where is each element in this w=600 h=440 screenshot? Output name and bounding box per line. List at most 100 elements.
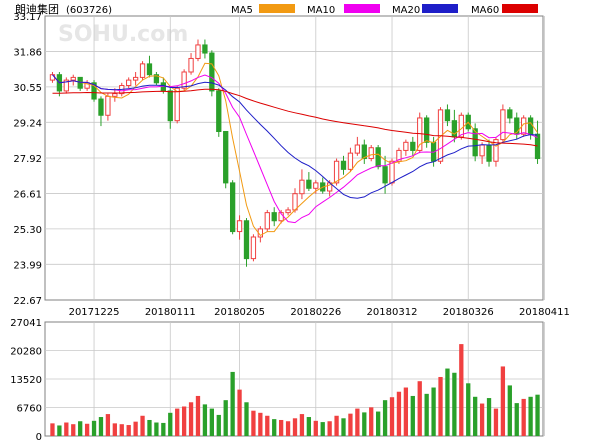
candle-up	[479, 144, 485, 157]
volume-tick-label: 27041	[10, 318, 42, 329]
volume-bar	[376, 411, 381, 436]
candle-up	[236, 220, 243, 233]
volume-tick-label: 6760	[17, 404, 42, 415]
date-tick-label: 20180312	[367, 307, 418, 318]
volume-bar	[285, 421, 291, 436]
volume-bar	[445, 368, 450, 436]
stock-code: (603726)	[66, 5, 112, 16]
volume-bar	[91, 420, 97, 436]
candle-down	[410, 141, 416, 151]
ma20-line	[52, 74, 538, 199]
date-tick-labels: 20171225 20180111 20180205 20180226 20180312…	[69, 307, 570, 318]
candle-up	[49, 74, 56, 81]
legend-ma10-swatch	[344, 4, 380, 13]
candle-up	[396, 149, 402, 162]
candle-down	[271, 212, 277, 222]
legend-ma5-label: MA5	[231, 5, 253, 16]
legend-ma60-label: MA60	[471, 5, 499, 16]
price-tick-labels: 33.17 31.86 30.55 29.24 27.92 26.61 25.30 23.99…	[13, 12, 42, 307]
volume-bar	[50, 423, 55, 436]
volume-bar	[244, 402, 249, 436]
volume-bar	[396, 391, 402, 436]
candle-down	[340, 160, 347, 170]
volume-bar	[535, 394, 540, 436]
volume-bar	[78, 421, 83, 436]
price-tick-label: 27.92	[13, 154, 42, 165]
volume-bar	[521, 398, 526, 436]
candle-up	[347, 152, 354, 170]
candle-up	[368, 147, 374, 160]
candle-down	[167, 90, 173, 122]
legend-ma20-label: MA20	[392, 5, 420, 16]
volume-bar	[424, 393, 429, 436]
candle-up	[264, 212, 270, 230]
candle-down	[229, 182, 236, 233]
volume-bar	[486, 398, 492, 436]
candle-up	[285, 209, 291, 214]
volume-bar	[230, 371, 235, 436]
volume-bar	[479, 403, 485, 436]
volume-bar	[161, 422, 166, 436]
volume-bar	[466, 383, 471, 436]
volume-bar	[459, 344, 464, 436]
volume-bar	[105, 414, 111, 436]
volume-bar	[237, 389, 242, 436]
price-tick-label: 26.61	[13, 189, 42, 200]
volume-bar	[410, 395, 415, 436]
moving-average-lines	[52, 62, 538, 237]
volume-bar	[362, 412, 367, 436]
candle-down	[91, 82, 97, 100]
candle-up	[313, 182, 319, 189]
volume-bar	[140, 415, 145, 436]
candle-down	[98, 98, 104, 116]
volume-bar	[313, 420, 318, 436]
candle-up	[333, 160, 340, 184]
candle-down	[534, 133, 541, 160]
candle-down	[382, 166, 388, 184]
date-tick-label: 20180411	[519, 307, 570, 318]
candle-up	[181, 71, 187, 89]
candle-down	[472, 128, 478, 157]
price-panel: 33.17 31.86 30.55 29.24 27.92 26.61 25.30 23.99…	[13, 12, 570, 318]
volume-bar	[500, 366, 506, 436]
candle-down	[209, 52, 215, 92]
candle-up	[139, 63, 146, 78]
volume-bar	[84, 423, 90, 436]
candle-down	[243, 220, 250, 260]
legend-ma5-swatch	[259, 4, 295, 13]
candle-up	[195, 44, 201, 59]
volume-tick-label: 13520	[10, 375, 42, 386]
candle-up	[126, 79, 132, 87]
volume-bar	[202, 404, 208, 436]
candle-up	[250, 236, 257, 260]
candle-down	[306, 179, 312, 189]
legend-ma10-label: MA10	[307, 5, 335, 16]
watermark: SOHU.com	[58, 22, 188, 47]
volume-bar	[57, 425, 62, 436]
candle-up	[174, 87, 180, 122]
date-tick-label: 20171225	[69, 307, 120, 318]
candle-up	[63, 79, 69, 92]
volume-bar	[452, 372, 457, 436]
volume-bar	[112, 423, 117, 436]
candle-up	[354, 144, 361, 154]
volume-bar	[382, 400, 388, 436]
candle-up	[403, 141, 409, 151]
volume-bar	[507, 385, 512, 436]
price-tick-label: 29.24	[13, 118, 42, 129]
volume-bar	[223, 400, 228, 436]
ma5-line	[52, 62, 538, 237]
volume-bar	[258, 412, 263, 436]
price-tick-label: 25.30	[13, 225, 42, 236]
volume-bar	[181, 406, 187, 436]
volume-bar	[292, 418, 298, 436]
volume-bar	[98, 417, 104, 436]
volume-bar	[133, 421, 138, 436]
volume-bar	[64, 422, 69, 436]
volume-bar	[514, 403, 519, 436]
candle-down	[202, 44, 208, 54]
candle-up	[132, 76, 139, 81]
price-tick-label: 23.99	[13, 260, 42, 271]
volume-bar	[334, 415, 339, 436]
